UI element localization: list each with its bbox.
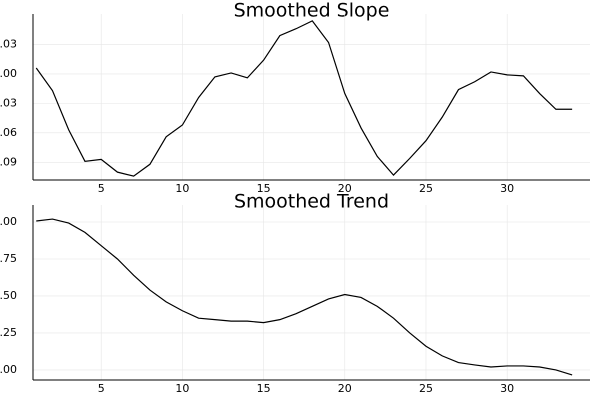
x-tick-label: 25 [419, 182, 433, 195]
y-tick-label: 0.25 [0, 326, 17, 339]
x-tick-label: 30 [500, 382, 514, 395]
y-tick-label: 0.03 [0, 37, 17, 50]
x-tick-label: 10 [175, 182, 189, 195]
x-tick-label: 5 [98, 382, 105, 395]
y-tick-label: 0.00 [0, 363, 17, 376]
y-tick-label: -0.06 [0, 126, 17, 139]
chart-title: Smoothed Slope [234, 0, 390, 22]
y-tick-label: 0.00 [0, 67, 17, 80]
line [36, 218, 573, 376]
y-tick-label: -0.09 [0, 155, 17, 168]
y-tick-label: 0.75 [0, 252, 17, 265]
y-tick-label: -0.03 [0, 96, 17, 109]
line [35, 20, 573, 177]
x-tick-label: 30 [500, 182, 514, 195]
x-tick-label: 25 [419, 382, 433, 395]
x-tick-label: 10 [175, 382, 189, 395]
x-tick-label: 5 [98, 182, 105, 195]
y-tick-label: 1.00 [0, 215, 17, 228]
x-tick-label: 20 [338, 382, 352, 395]
x-tick-label: 15 [257, 382, 271, 395]
x-tick-label: 15 [257, 182, 271, 195]
chart-title: Smoothed Trend [234, 191, 389, 213]
x-tick-label: 20 [338, 182, 352, 195]
y-tick-label: 0.50 [0, 289, 17, 302]
